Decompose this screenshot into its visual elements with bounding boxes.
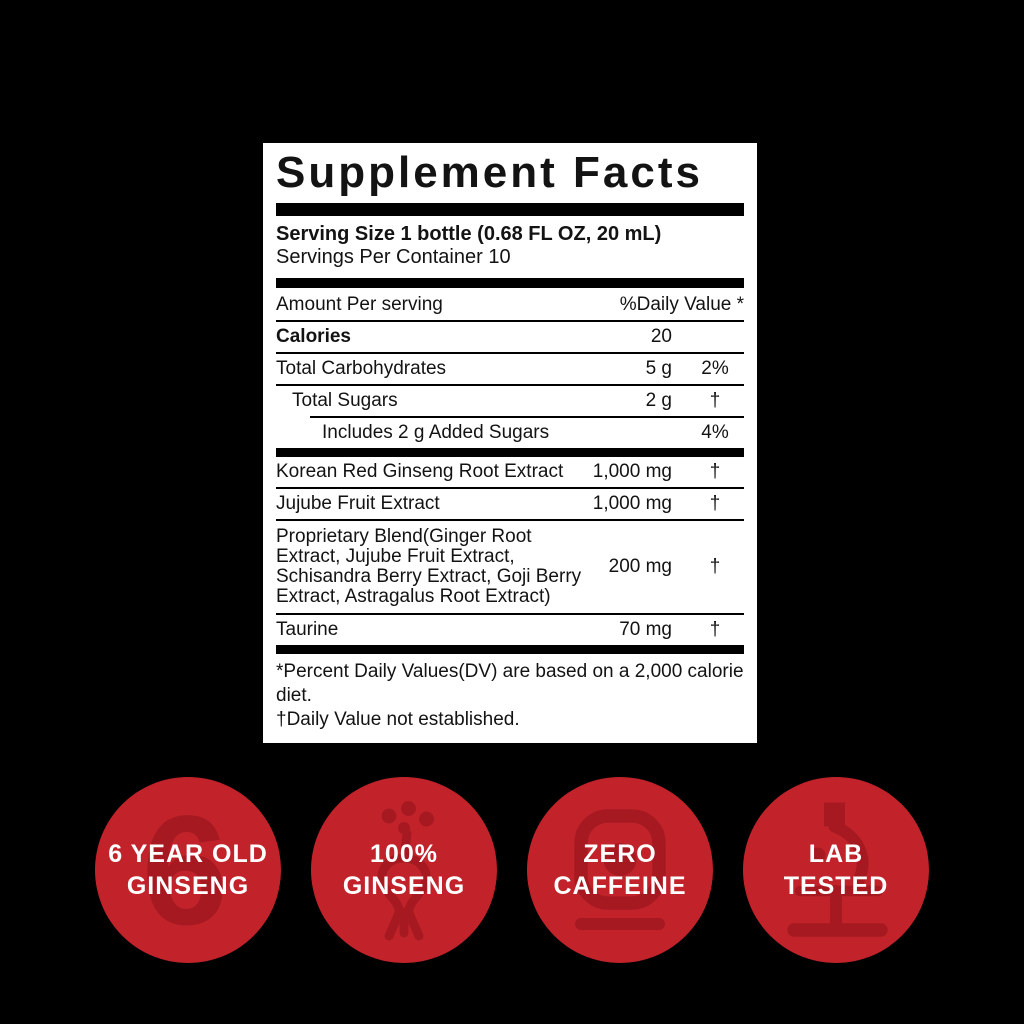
- thick-divider: [276, 203, 744, 216]
- nutrient-dv: †: [709, 556, 721, 577]
- thick-divider: [276, 448, 744, 457]
- nutrient-dv: †: [709, 461, 721, 482]
- table-row: Taurine 70 mg †: [276, 615, 744, 645]
- thick-divider: [276, 278, 744, 288]
- nutrient-amount: 200 mg: [608, 556, 672, 577]
- nutrient-name: Total Carbohydrates: [276, 358, 447, 379]
- nutrient-amount: 70 mg: [619, 619, 672, 640]
- badge-line-1: ZERO: [583, 840, 657, 868]
- nutrient-dv: 2%: [701, 358, 729, 379]
- thick-divider: [276, 645, 744, 654]
- nutrient-amount: 1,000 mg: [592, 493, 672, 514]
- nutrient-name: Calories: [276, 326, 351, 347]
- badge-line-1: LAB: [808, 840, 864, 868]
- serving-info: Serving Size 1 bottle (0.68 FL OZ, 20 mL…: [276, 216, 744, 278]
- table-row: Korean Red Ginseng Root Extract 1,000 mg…: [276, 457, 744, 489]
- table-row: Proprietary Blend(Ginger Root Extract, J…: [276, 521, 744, 615]
- table-header-row: Amount Per serving %Daily Value *: [276, 288, 744, 322]
- supplement-facts-panel: Supplement Facts Serving Size 1 bottle (…: [263, 143, 757, 743]
- table-row: Jujube Fruit Extract 1,000 mg †: [276, 489, 744, 521]
- nutrient-name: Korean Red Ginseng Root Extract: [276, 461, 564, 482]
- badge-line-2: TESTED: [783, 872, 889, 900]
- table-row: Calories 20: [276, 322, 744, 354]
- nutrient-dv: †: [709, 619, 721, 640]
- nutrient-name: Includes 2 g Added Sugars: [322, 422, 550, 443]
- badge-lab-tested: LAB TESTED: [743, 777, 929, 963]
- footnote-dv-not-established: †Daily Value not established.: [276, 709, 520, 730]
- amount-per-serving-header: Amount Per serving: [276, 294, 443, 315]
- nutrient-amount: 1,000 mg: [592, 461, 672, 482]
- badge-line-1: 6 YEAR OLD: [108, 840, 268, 868]
- number-six-watermark-icon: 6: [95, 777, 281, 963]
- badge-100-percent-ginseng: 100% GINSENG: [311, 777, 497, 963]
- panel-title: Supplement Facts: [276, 148, 703, 197]
- badge-line-2: CAFFEINE: [553, 872, 687, 900]
- microscope-watermark-icon: [743, 777, 929, 963]
- feature-badges: 6 6 YEAR OLD GINSENG 100% GINSENG: [0, 777, 1024, 963]
- serving-size-line: Serving Size 1 bottle (0.68 FL OZ, 20 mL…: [276, 223, 662, 245]
- footnote-daily-values: *Percent Daily Values(DV) are based on a…: [276, 661, 744, 706]
- badge-line-2: GINSENG: [126, 872, 250, 900]
- nutrient-name: Proprietary Blend(Ginger Root Extract, J…: [276, 526, 582, 607]
- badge-line-1: 100%: [370, 840, 438, 868]
- ginseng-root-watermark-icon: [311, 777, 497, 963]
- nutrient-dv: 4%: [701, 422, 729, 443]
- nutrient-dv: †: [709, 493, 721, 514]
- nutrient-name: Jujube Fruit Extract: [276, 493, 440, 514]
- servings-per-container-line: Servings Per Container 10: [276, 246, 511, 268]
- coffee-cup-watermark-icon: [527, 777, 713, 963]
- daily-value-header: %Daily Value *: [619, 294, 744, 315]
- nutrient-name: Taurine: [276, 619, 339, 640]
- nutrient-dv: †: [709, 390, 721, 411]
- badge-line-2: GINSENG: [342, 872, 466, 900]
- table-row: Total Carbohydrates 5 g 2%: [276, 354, 744, 386]
- badge-zero-caffeine: ZERO CAFFEINE: [527, 777, 713, 963]
- table-row: Total Sugars 2 g †: [276, 386, 744, 416]
- svg-text:6: 6: [142, 795, 229, 945]
- nutrient-name: Total Sugars: [292, 390, 398, 411]
- nutrient-amount: 20: [650, 326, 672, 347]
- nutrient-amount: 2 g: [645, 390, 672, 411]
- nutrient-amount: 5 g: [645, 358, 672, 379]
- badge-6-year-old-ginseng: 6 6 YEAR OLD GINSENG: [95, 777, 281, 963]
- footnotes: *Percent Daily Values(DV) are based on a…: [276, 654, 744, 732]
- table-row: Includes 2 g Added Sugars 4%: [310, 416, 744, 448]
